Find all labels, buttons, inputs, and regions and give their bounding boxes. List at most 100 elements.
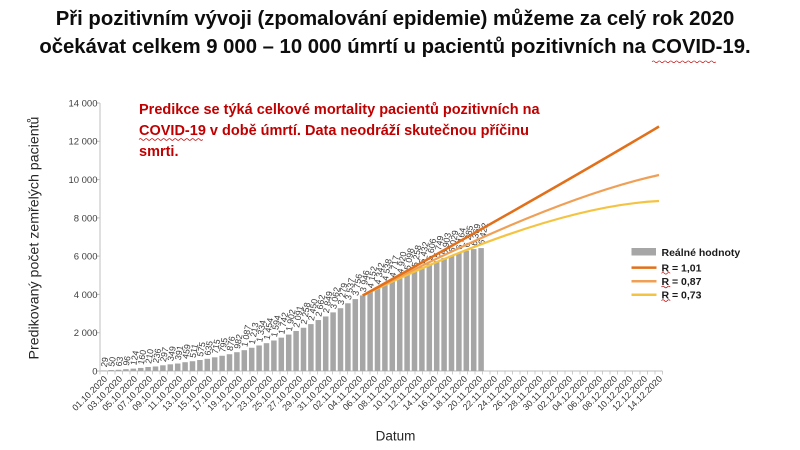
svg-text:575: 575 [195,341,207,357]
svg-text:2 450: 2 450 [306,298,320,322]
svg-text:25.10.2020: 25.10.2020 [250,374,289,413]
svg-text:5 432: 5 432 [417,241,431,265]
svg-text:6 285: 6 285 [461,225,475,249]
svg-text:Reálné hodnoty: Reálné hodnoty [662,247,741,259]
svg-text:02.12.2020: 02.12.2020 [535,374,574,413]
svg-text:63: 63 [114,356,126,367]
svg-text:210: 210 [143,348,155,364]
svg-text:09.10.2020: 09.10.2020 [130,374,169,413]
svg-text:1 213: 1 213 [247,322,261,346]
svg-text:28.11.2020: 28.11.2020 [506,374,544,412]
svg-text:0: 0 [92,366,97,377]
svg-text:391: 391 [173,345,185,361]
svg-text:160: 160 [136,349,148,365]
svg-text:14 000: 14 000 [68,98,97,109]
svg-text:15.10.2020: 15.10.2020 [175,374,214,413]
svg-text:8 000: 8 000 [74,213,98,224]
svg-text:635: 635 [202,340,214,356]
svg-text:6 369: 6 369 [469,223,483,247]
svg-text:07.10.2020: 07.10.2020 [115,374,154,413]
svg-text:R = 1,01: R = 1,01 [662,262,702,274]
svg-text:2 662: 2 662 [313,294,327,318]
svg-text:16.11.2020: 16.11.2020 [416,374,454,412]
svg-text:11.10.2020: 11.10.2020 [146,374,184,412]
svg-text:29: 29 [99,356,111,367]
svg-text:3 756: 3 756 [350,273,364,297]
svg-text:511: 511 [188,343,200,359]
svg-text:22.11.2020: 22.11.2020 [461,374,499,412]
svg-text:5 098: 5 098 [402,247,416,271]
svg-text:3 062: 3 062 [328,286,342,310]
svg-text:12.11.2020: 12.11.2020 [386,374,424,412]
svg-text:297: 297 [158,346,170,362]
svg-text:1 087: 1 087 [239,324,253,348]
svg-text:5 258: 5 258 [410,244,424,268]
svg-text:2 091: 2 091 [291,305,305,329]
svg-text:1 594: 1 594 [269,314,283,338]
svg-text:1 902: 1 902 [284,308,298,332]
svg-text:02.11.2020: 02.11.2020 [311,374,349,412]
svg-text:05.10.2020: 05.10.2020 [100,374,139,413]
svg-text:3 946: 3 946 [358,269,372,293]
svg-text:26.11.2020: 26.11.2020 [491,374,529,412]
svg-text:1 334: 1 334 [254,319,268,343]
svg-text:10 000: 10 000 [68,175,97,186]
svg-text:01.10.2020: 01.10.2020 [70,374,109,413]
svg-text:876: 876 [225,335,237,351]
svg-text:1 454: 1 454 [262,317,276,341]
svg-text:5 903: 5 903 [439,232,453,256]
svg-text:04.12.2020: 04.12.2020 [550,374,589,413]
svg-text:31.10.2020: 31.10.2020 [295,374,334,413]
svg-text:96: 96 [121,355,133,366]
svg-text:10.11.2020: 10.11.2020 [371,374,409,412]
svg-text:2 849: 2 849 [321,290,335,314]
svg-text:459: 459 [180,343,192,359]
svg-text:03.10.2020: 03.10.2020 [85,374,124,413]
svg-text:6 029: 6 029 [447,229,461,253]
svg-text:06.11.2020: 06.11.2020 [341,374,379,412]
svg-text:6 422: 6 422 [476,222,490,246]
svg-text:04.11.2020: 04.11.2020 [326,374,364,412]
svg-text:715: 715 [210,338,222,354]
svg-text:6 164: 6 164 [454,227,468,251]
svg-text:236: 236 [151,348,163,364]
svg-text:3 279: 3 279 [336,282,350,306]
svg-text:19.10.2020: 19.10.2020 [205,374,244,413]
svg-text:3 537: 3 537 [343,277,357,301]
svg-text:5 606: 5 606 [424,238,438,262]
svg-text:12 000: 12 000 [68,137,97,148]
svg-text:795: 795 [217,337,229,353]
svg-text:2 258: 2 258 [299,302,313,326]
svg-text:4 152: 4 152 [365,265,379,289]
svg-text:50: 50 [106,356,118,367]
svg-text:08.11.2020: 08.11.2020 [356,374,394,412]
svg-text:124: 124 [128,350,140,366]
svg-text:08.12.2020: 08.12.2020 [580,374,619,413]
svg-text:12.12.2020: 12.12.2020 [610,374,649,413]
svg-text:4 342: 4 342 [373,262,387,286]
svg-text:10.12.2020: 10.12.2020 [595,374,634,413]
svg-text:4 538: 4 538 [380,258,394,282]
svg-text:5 749: 5 749 [432,235,446,259]
svg-text:17.10.2020: 17.10.2020 [190,374,229,413]
svg-text:4 000: 4 000 [74,290,98,301]
svg-text:24.11.2020: 24.11.2020 [476,374,514,412]
svg-text:2 000: 2 000 [74,328,98,339]
svg-text:29.10.2020: 29.10.2020 [280,374,319,413]
svg-text:21.10.2020: 21.10.2020 [220,374,259,413]
svg-text:R = 0,87: R = 0,87 [662,276,702,288]
svg-text:18.11.2020: 18.11.2020 [431,374,469,412]
svg-text:30.11.2020: 30.11.2020 [521,374,559,412]
svg-text:14.11.2020: 14.11.2020 [401,374,439,412]
svg-text:27.10.2020: 27.10.2020 [265,374,304,413]
svg-text:Datum: Datum [376,429,416,444]
svg-text:R = 0,73: R = 0,73 [662,290,702,302]
svg-text:20.11.2020: 20.11.2020 [446,374,484,412]
svg-text:23.10.2020: 23.10.2020 [235,374,274,413]
svg-text:06.12.2020: 06.12.2020 [565,374,604,413]
svg-text:Predikovaný počet zemřelých pa: Predikovaný počet zemřelých pacientů [27,117,43,360]
svg-text:6 000: 6 000 [74,252,98,263]
svg-text:982: 982 [232,333,244,349]
svg-text:349: 349 [165,345,177,361]
svg-text:13.10.2020: 13.10.2020 [160,374,199,413]
